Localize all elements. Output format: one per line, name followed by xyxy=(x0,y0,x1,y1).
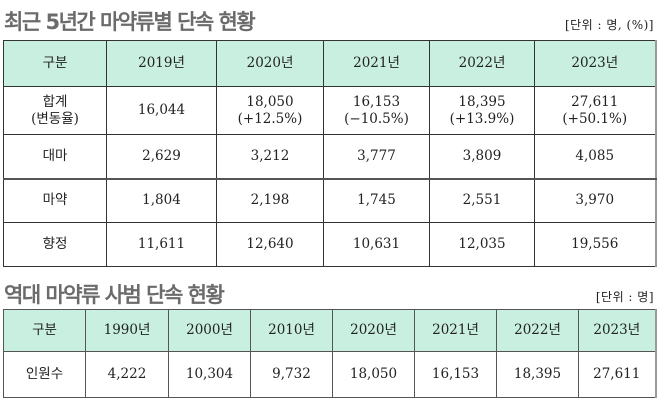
section1-title: 최근 5년간 마약류별 단속 현황 xyxy=(4,10,256,34)
table-row-cannabis: 대마 2,629 3,212 3,777 3,809 4,085 xyxy=(3,134,656,179)
table-cell: 11,611 xyxy=(106,222,217,267)
cell-change-rate: (+50.1%) xyxy=(562,110,628,127)
header-year: 2020년 xyxy=(216,40,324,87)
table-cell: 3,212 xyxy=(216,134,324,179)
table-cell: 18,050 xyxy=(332,351,415,398)
header-year: 2021년 xyxy=(323,40,430,87)
table-cell: 27,611 xyxy=(578,351,656,398)
table-cell: 4,222 xyxy=(85,351,169,398)
row-label: 합계 (변동율) xyxy=(3,86,107,135)
table-cell: 2,198 xyxy=(216,177,324,223)
header-year: 2000년 xyxy=(168,309,251,352)
header-year: 2023년 xyxy=(578,309,656,352)
header-year: 2020년 xyxy=(332,309,415,352)
table-cell: 10,304 xyxy=(168,351,251,398)
table-header-row: 구분 2019년 2020년 2021년 2022년 2023년 xyxy=(3,40,656,87)
table-row-narcotics: 마약 1,804 2,198 1,745 2,551 3,970 xyxy=(3,177,656,223)
table-cell: 16,044 xyxy=(106,86,217,135)
section2-unit-label: [단위 : 명] xyxy=(595,290,654,304)
row-label-main: 합계 xyxy=(42,93,68,110)
table-cell: 18,050 (+12.5%) xyxy=(216,86,324,135)
table-cell: 3,777 xyxy=(323,134,430,179)
header-year: 2023년 xyxy=(534,40,656,87)
row-label-sub: (변동율) xyxy=(31,110,79,127)
header-year: 2010년 xyxy=(250,309,333,352)
row-label: 향정 xyxy=(3,222,107,267)
cell-change-rate: (+13.9%) xyxy=(449,110,515,127)
yearly-crackdown-table: 구분 2019년 2020년 2021년 2022년 2023년 합계 (변동율… xyxy=(3,40,657,267)
table-cell: 10,631 xyxy=(323,222,430,267)
cell-value: 16,044 xyxy=(137,102,186,118)
table-cell: 3,970 xyxy=(534,177,656,223)
table-cell: 16,153 xyxy=(414,351,497,398)
table-row-psychotropics: 향정 11,611 12,640 10,631 12,035 19,556 xyxy=(3,222,656,267)
table-cell: 27,611 (+50.1%) xyxy=(534,86,656,135)
table-cell: 3,809 xyxy=(429,134,535,179)
cell-change-rate: (−10.5%) xyxy=(344,110,409,127)
table-cell: 1,745 xyxy=(323,177,430,223)
header-category: 구분 xyxy=(3,40,107,87)
table-cell: 9,732 xyxy=(250,351,333,398)
row-label: 대마 xyxy=(3,134,107,179)
table-row-total: 합계 (변동율) 16,044 18,050 (+12.5%) 16,153 (… xyxy=(3,86,656,135)
table-cell: 18,395 (+13.9%) xyxy=(429,86,535,135)
header-year: 2021년 xyxy=(414,309,497,352)
header-year: 2019년 xyxy=(106,40,217,87)
table-cell: 1,804 xyxy=(106,177,217,223)
cell-change-rate: (+12.5%) xyxy=(237,110,303,127)
table-cell: 19,556 xyxy=(534,222,656,267)
historical-crackdown-table: 구분 1990년 2000년 2010년 2020년 2021년 2022년 2… xyxy=(3,309,657,398)
row-label: 마약 xyxy=(3,177,107,223)
header-category: 구분 xyxy=(3,309,86,352)
table-cell: 4,085 xyxy=(534,134,656,179)
table-cell: 16,153 (−10.5%) xyxy=(323,86,430,135)
table-cell: 2,629 xyxy=(106,134,217,179)
table-header-row: 구분 1990년 2000년 2010년 2020년 2021년 2022년 2… xyxy=(3,309,656,352)
cell-value: 18,050 xyxy=(246,93,294,110)
table-row-headcount: 인원수 4,222 10,304 9,732 18,050 16,153 18,… xyxy=(3,351,656,398)
header-year: 2022년 xyxy=(429,40,535,87)
row-label: 인원수 xyxy=(3,351,86,398)
header-year: 2022년 xyxy=(496,309,579,352)
cell-value: 27,611 xyxy=(571,93,619,110)
table-cell: 2,551 xyxy=(429,177,535,223)
cell-value: 18,395 xyxy=(458,93,506,110)
cell-value: 16,153 xyxy=(352,93,401,110)
table-cell: 12,640 xyxy=(216,222,324,267)
table-cell: 18,395 xyxy=(496,351,579,398)
section2-title: 역대 마약류 사범 단속 현황 xyxy=(4,283,225,307)
section1-unit-label: [단위 : 명, (%)] xyxy=(564,18,654,32)
table-cell: 12,035 xyxy=(429,222,535,267)
header-year: 1990년 xyxy=(85,309,169,352)
